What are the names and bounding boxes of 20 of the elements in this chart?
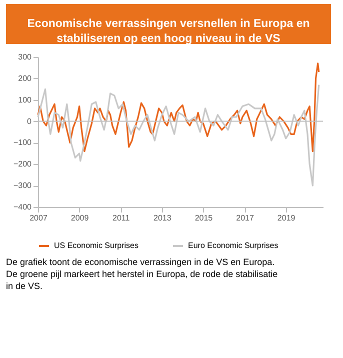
x-tick-label: 2019 xyxy=(277,214,296,222)
x-tick-label: 2011 xyxy=(112,214,130,222)
text: De grafiek toont de economische verrassingen in de VS en Europa. xyxy=(6,257,275,267)
legend-label: US Economic Surprises xyxy=(54,241,138,250)
y-tick-label: 100 xyxy=(18,95,32,104)
x-tick-label: 2013 xyxy=(154,214,172,222)
text: De groene pijl markeert het herstel in Europa, de rode de stabilisatie in de VS. xyxy=(6,269,278,291)
y-tick-label: 0 xyxy=(27,116,32,126)
chart-title: Economische verrassingen versnellen in Europa en stabiliseren op een hoog niveau in de VS xyxy=(27,18,310,45)
x-tick-label: 2017 xyxy=(236,214,254,222)
legend-label: Euro Economic Surprises xyxy=(188,241,278,250)
y-tick-label: −200 xyxy=(13,160,32,169)
y-tick-label: −400 xyxy=(13,202,32,212)
y-tick-label: 300 xyxy=(18,52,32,62)
x-tick-label: 2009 xyxy=(70,214,90,222)
y-tick-label: 200 xyxy=(18,74,32,83)
x-tick-label: 2007 xyxy=(30,214,48,222)
y-tick-label: −100 xyxy=(13,138,32,148)
y-tick-label: −300 xyxy=(13,181,32,190)
x-tick-label: 2015 xyxy=(194,214,214,222)
